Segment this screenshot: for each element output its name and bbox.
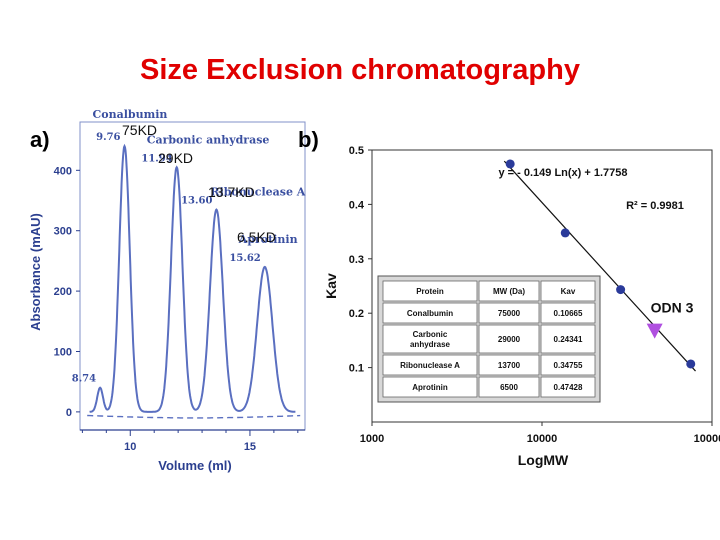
panel-a-x-tick-label: 15 (244, 441, 256, 453)
peak-protein-name: Aprotinin (238, 233, 298, 246)
peak-protein-name: Conalbumin (93, 108, 168, 121)
calibration-point (560, 228, 570, 238)
panel-a-y-tick-label: 200 (54, 286, 72, 298)
panel-a-y-tick-label: 400 (54, 165, 72, 177)
table-cell-text: 6500 (500, 383, 518, 392)
table-cell-text: 0.34755 (554, 361, 583, 370)
odn3-marker (646, 323, 663, 339)
fit-equation: y = - 0.149 Ln(x) + 1.7758 (498, 167, 627, 179)
table-cell (478, 354, 540, 376)
panel-b-x-tick-label: 100000 (694, 433, 720, 445)
table-cell-text: anhydrase (410, 340, 451, 349)
table-cell-text: 0.47428 (554, 383, 583, 392)
panel-b-y-tick-label: 0.1 (349, 363, 364, 375)
table-cell (540, 302, 596, 324)
panel-b-x-tick-label: 10000 (527, 433, 558, 445)
fit-r-squared: R² = 0.9981 (626, 200, 684, 212)
mw-label-29kd: 29KD (158, 150, 193, 166)
table-cell (540, 376, 596, 398)
table-cell (478, 324, 540, 354)
panel-a-x-axis-title: Volume (ml) (158, 458, 231, 473)
calibration-point (686, 359, 696, 369)
table-cell (382, 376, 478, 398)
table-cell-text: 75000 (498, 309, 521, 318)
table-header-text: MW (Da) (493, 287, 525, 296)
table-cell-text: 0.24341 (554, 335, 583, 344)
panel-a-chromatogram: a) 0 100 200 300 400 10 15 8.74 9.76 Conalbumin… (28, 108, 306, 473)
peak-protein-name: Ribonuclease A (210, 186, 305, 199)
panel-a-y-axis-title: Absorbance (mAU) (28, 213, 43, 331)
panel-b-label: b) (298, 127, 319, 152)
panel-b-fit-line (503, 160, 696, 372)
table-cell-text: 29000 (498, 335, 521, 344)
table-cell (540, 354, 596, 376)
panel-b-x-tick-label: 1000 (360, 433, 384, 445)
panel-a-x-tick-label: 10 (124, 441, 136, 453)
table-cell-text: Carbonic (413, 330, 448, 339)
table-cell-text: 0.10665 (554, 309, 583, 318)
mw-label-6-5kd: 6.5KD (237, 229, 276, 245)
odn3-label: ODN 3 (651, 300, 694, 316)
mw-label-13-7kd: 13.7KD (208, 184, 255, 200)
panel-b-y-tick-label: 0.4 (349, 199, 365, 211)
panel-b-y-tick-label: 0.5 (349, 145, 364, 157)
peak-volume-label: 9.76 (96, 132, 120, 143)
table-cell (540, 280, 596, 302)
panel-b-x-axis-title: LogMW (518, 452, 569, 468)
peak-volume-label: 8.74 (72, 374, 96, 385)
panel-b-y-tick-label: 0.3 (349, 254, 364, 266)
table-cell (382, 354, 478, 376)
peak-protein-name: Carbonic anhydrase (147, 133, 270, 146)
calibration-point (505, 159, 515, 169)
panel-a-y-tick-label: 100 (54, 346, 72, 358)
panel-a-label: a) (30, 127, 50, 152)
table-cell-text: Conalbumin (407, 309, 453, 318)
mw-label-75kd: 75KD (122, 122, 157, 138)
panel-a-y-tick-label: 0 (66, 407, 72, 419)
peak-volume-label: 11.94 (141, 153, 172, 164)
table-cell-text: Aprotinin (412, 383, 448, 392)
table-cell (382, 324, 478, 354)
peak-volume-label: 13.60 (181, 196, 212, 207)
table-header-text: Kav (561, 287, 576, 296)
panel-b-y-axis-title: Kav (323, 273, 339, 299)
calibration-point (616, 285, 626, 295)
panel-a-y-tick-label: 300 (54, 226, 72, 238)
panel-b-y-tick-label: 0.2 (349, 308, 364, 320)
panel-a-dashed-baseline (87, 414, 301, 419)
protein-table: Protein MW (Da) Kav Conalbumin 75000 0.10665 C… (377, 275, 601, 403)
table-cell-text: 13700 (498, 361, 521, 370)
panel-b-calibration: b) 0.1 0.2 0.3 0.4 0.5 1000 10000 100000 ODN 3… (298, 127, 720, 468)
peak-volume-label: 15.62 (229, 253, 260, 264)
table-header-text: Protein (416, 287, 444, 296)
panel-a-chromatogram-trace (89, 143, 296, 413)
slide-title: Size Exclusion chromatography (140, 54, 580, 86)
table-cell (382, 280, 478, 302)
table-cell-text: Ribonuclease A (400, 361, 460, 370)
table-cell (540, 324, 596, 354)
table-cell (478, 280, 540, 302)
table-cell (382, 302, 478, 324)
table-cell (478, 376, 540, 398)
table-cell (478, 302, 540, 324)
